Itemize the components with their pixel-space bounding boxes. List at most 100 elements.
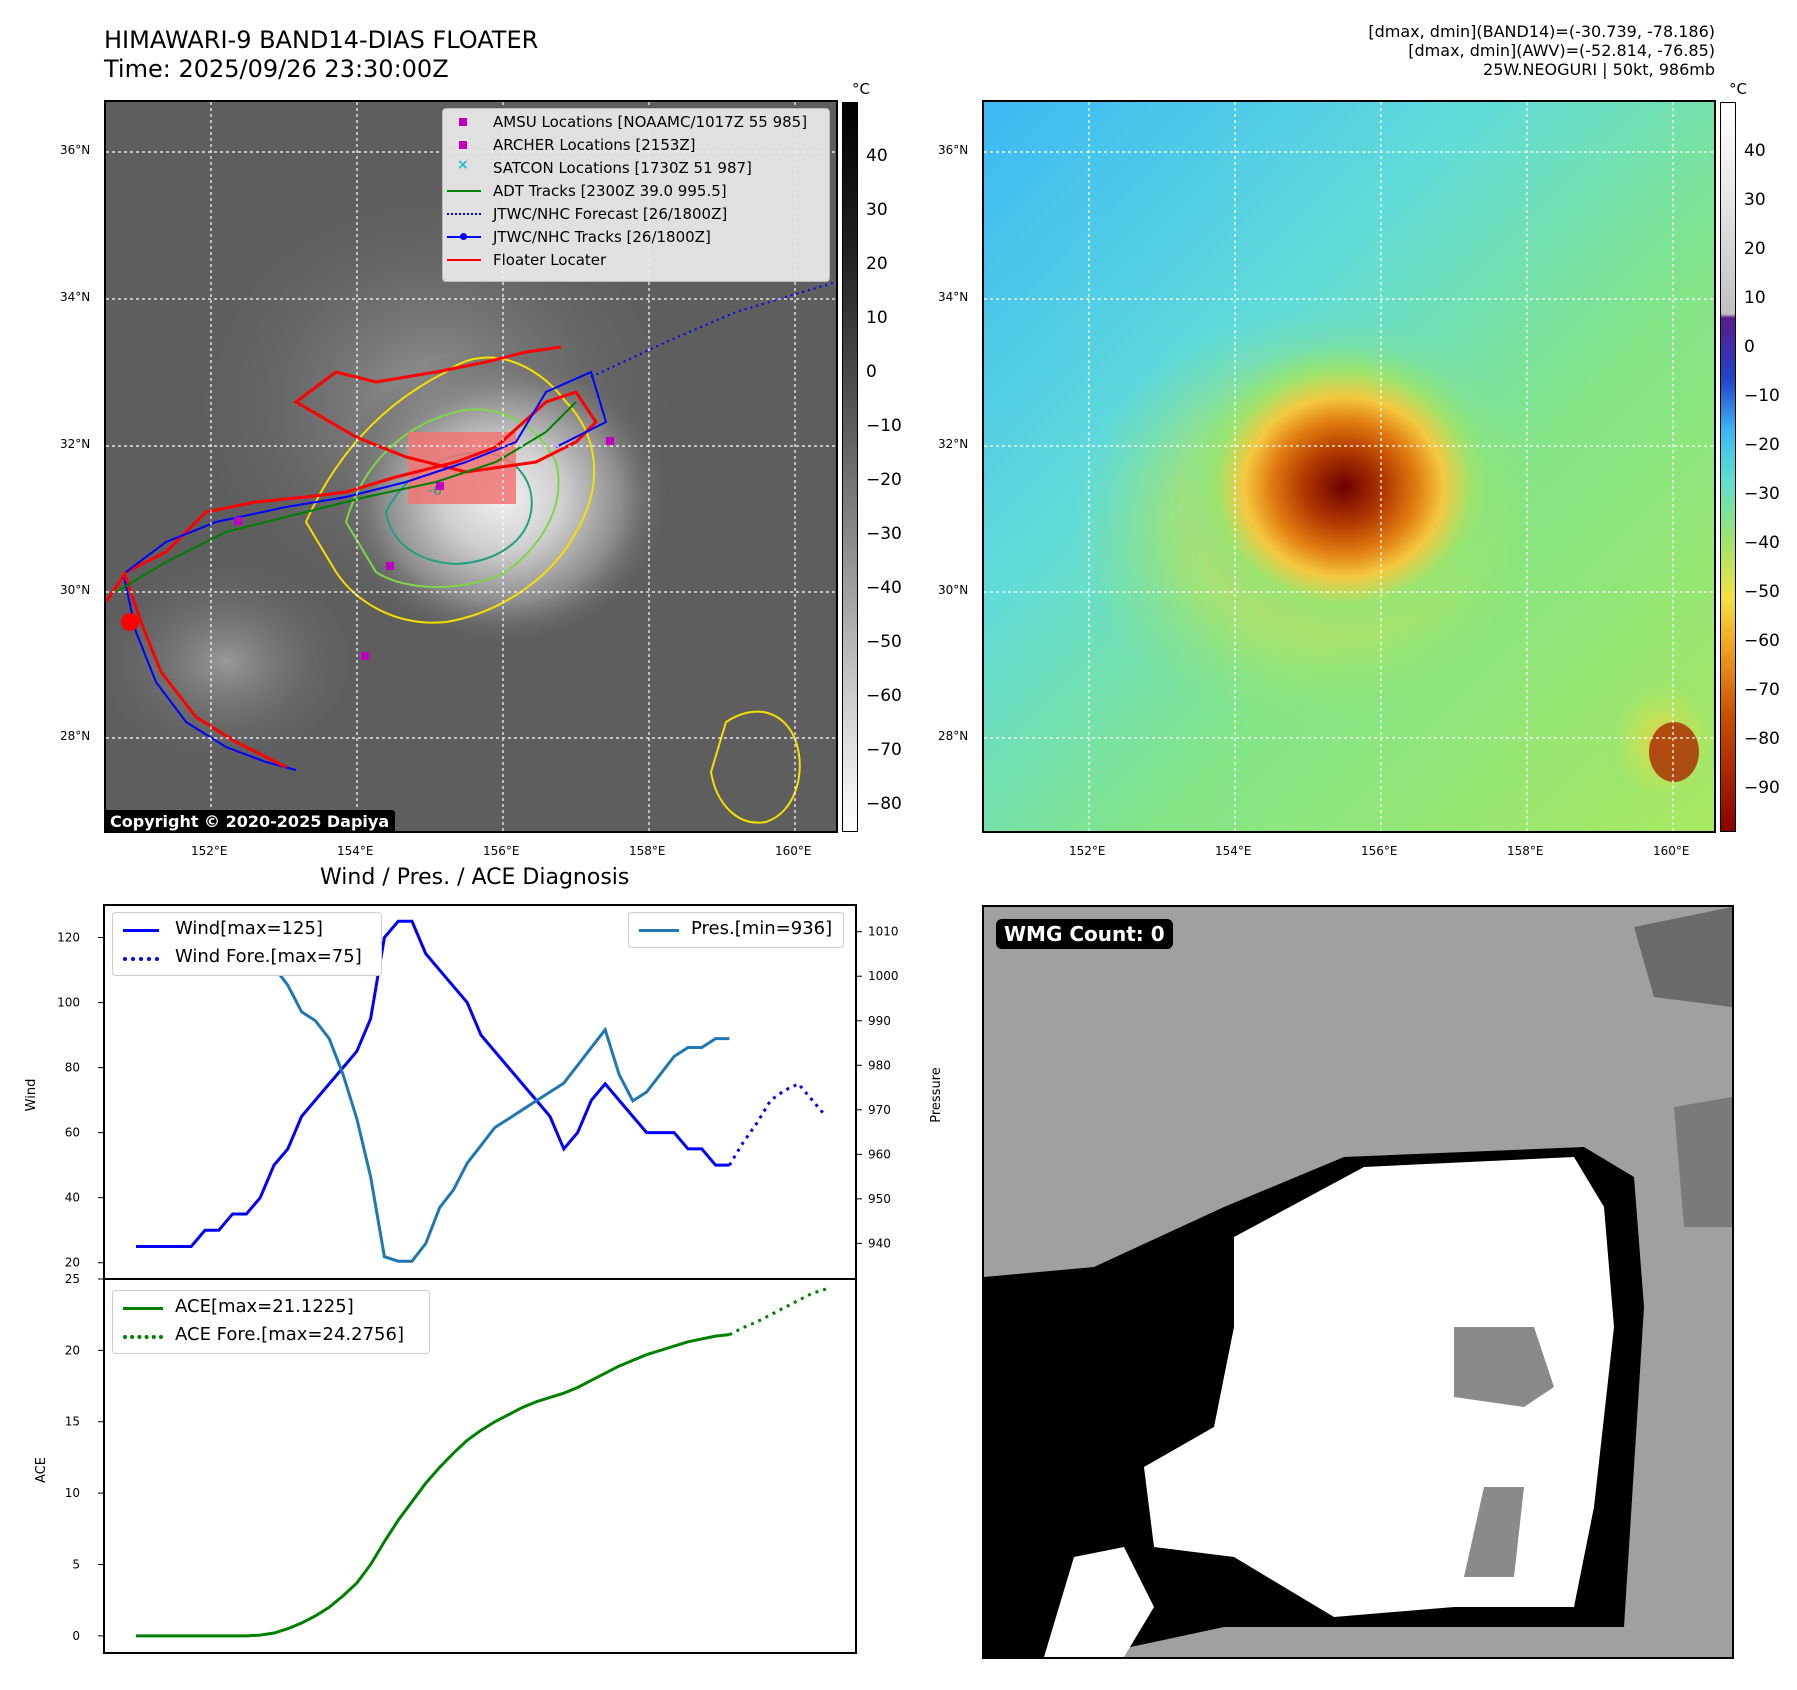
map-legend: AMSU Locations [NOAAMC/1017Z 55 985] ARC… [442,108,830,282]
cbar-tick: −80 [866,794,902,814]
adt-track-line [115,401,577,593]
cbar-tick: −10 [1744,386,1780,406]
legend-label: JTWC/NHC Tracks [26/1800Z] [493,228,711,246]
ace-frame [103,1278,857,1654]
floater-locater-track [106,345,598,603]
enhanced-ir-panel [982,100,1716,833]
square-marker-icon [459,141,467,149]
pressure-ytick-label: 1000 [868,969,899,983]
x-marker-icon: × [457,157,469,173]
cbar-tick: −50 [866,632,902,652]
lat-label: 30°N [938,583,969,597]
contour-yellow [304,356,596,624]
pressure-ytick-label: 970 [868,1103,891,1117]
figure-title: HIMAWARI-9 BAND14-DIAS FLOATER Time: 202… [104,26,538,84]
cbar-tick: −20 [866,470,902,490]
wind-ytick-label: 120 [57,931,80,945]
colorbar2-unit: °C [1729,80,1747,98]
cbar-tick: 20 [866,254,888,274]
cbar-tick: −70 [1744,680,1780,700]
lat-label: 32°N [60,437,91,451]
legend-label: Floater Locater [493,251,607,269]
solid-line-icon [123,1307,163,1310]
diagnosis-chart: 2040608010012094095096097098099010001010… [24,904,944,1654]
cbar-tick: 0 [1744,337,1755,357]
lon-label: 156°E [1361,844,1398,858]
ace-ytick-label: 10 [65,1486,80,1500]
lat-label: 28°N [60,729,91,743]
ace-series-line [136,1333,730,1638]
dot-marker-icon [460,233,467,240]
ace-ylabel: ACE [34,1457,49,1483]
map2-gridlines [984,102,1714,831]
wind-ytick-label: 100 [57,996,80,1010]
lon-label: 152°E [191,844,228,858]
ace-ytick-label: 15 [65,1415,80,1429]
cbar-tick: −30 [1744,484,1780,504]
cbar-tick: 40 [1744,141,1766,161]
ace-ytick-label: 5 [72,1557,80,1571]
amsu-marker [361,652,369,660]
ace-ytick-label: 20 [65,1343,80,1357]
wind-ytick-label: 80 [65,1061,80,1075]
legend-label: JTWC/NHC Forecast [26/1800Z] [493,205,728,223]
ace-forecast-line [728,1287,827,1337]
cbar-tick: −10 [866,416,902,436]
colorbar1 [842,102,858,832]
wind-ytick-label: 60 [65,1126,80,1140]
info-awv-range: [dmax, dmin](AWV)=(-52.814, -76.85) [1408,41,1715,60]
lat-label: 28°N [938,729,969,743]
floater-start-marker [121,613,139,631]
dotted-line-icon [447,213,481,215]
solid-line-icon [123,929,159,932]
jtwc-track-line [125,370,608,573]
lon-label: 156°E [483,844,520,858]
cbar-tick: 30 [1744,190,1766,210]
pressure-ytick-label: 980 [868,1058,891,1072]
storm-info: [dmax, dmin](BAND14)=(-30.739, -78.186) … [1015,22,1715,79]
line-marker-icon [447,259,481,261]
line-marker-icon [447,190,481,192]
cbar-tick: −20 [1744,435,1780,455]
cbar-tick: −40 [866,578,902,598]
copyright-badge: Copyright © 2020-2025 Dapiya [106,810,396,831]
pressure-ytick-label: 940 [868,1236,891,1250]
cbar-tick: −40 [1744,533,1780,553]
wmg-svg [984,907,1732,1657]
ace-ytick-label: 0 [72,1629,80,1643]
wind-forecast-line [728,1082,828,1166]
legend-label: AMSU Locations [NOAAMC/1017Z 55 985] [493,113,808,131]
lat-label: 36°N [938,143,969,157]
wmg-count-badge: WMG Count: 0 [996,919,1173,949]
info-band14-range: [dmax, dmin](BAND14)=(-30.739, -78.186) [1368,22,1715,41]
cbar-tick: −70 [866,740,902,760]
legend-label: SATCON Locations [1730Z 51 987] [493,159,752,177]
ir-map-svg: -6 [106,102,836,831]
title-line-time: Time: 2025/09/26 23:30:00Z [104,55,449,83]
wind-series-line [136,919,730,1248]
lon-label: 160°E [1653,844,1690,858]
ace-ytick-label: 25 [65,1272,80,1286]
wind-legend: Wind[max=125] Wind Fore.[max=75] [112,912,382,976]
wmg-white-patch [1044,1547,1154,1657]
sw-cloud-band [106,552,366,772]
floater-track-south [122,571,287,769]
cbar-tick: −60 [866,686,902,706]
wind-ytick-label: 20 [65,1256,80,1270]
pressure-ytick-label: 990 [868,1014,891,1028]
info-storm-id: 25W.NEOGURI | 50kt, 986mb [1483,60,1715,79]
lon-label: 158°E [1507,844,1544,858]
legend-ace-fore: ACE Fore.[max=24.2756] [175,1324,404,1345]
wmg-dark-patch [1634,907,1732,1007]
cbar-tick: −50 [1744,582,1780,602]
lon-label: 158°E [629,844,666,858]
square-marker-icon [459,118,467,126]
jtwc-forecast-line [590,281,836,378]
se-cold-top [1649,722,1699,782]
cbar-tick: 20 [1744,239,1766,259]
amsu-marker [234,517,242,525]
pressure-ytick-label: 1010 [868,925,899,939]
legend-ace: ACE[max=21.1225] [175,1296,354,1317]
lon-label: 152°E [1069,844,1106,858]
pressure-ylabel: Pressure [929,1067,944,1123]
